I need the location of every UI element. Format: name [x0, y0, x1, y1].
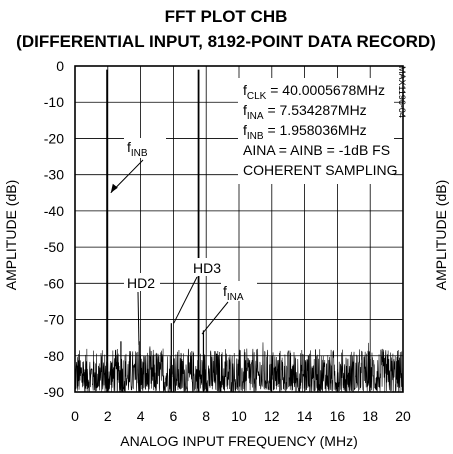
- parameter-line: COHERENT SAMPLING: [243, 162, 398, 178]
- hd2-label-bg: [124, 273, 160, 291]
- y-tick-label: -50: [44, 239, 64, 255]
- chart-title: FFT PLOT CHB: [165, 7, 288, 26]
- fina-label-bg: [221, 281, 257, 301]
- hd3-label-bg: [191, 258, 227, 276]
- x-tick-label: 14: [297, 408, 313, 424]
- hd3-arrow: [173, 276, 198, 324]
- y-tick-label: 0: [56, 58, 64, 74]
- fina-arrow: [201, 301, 229, 335]
- fina-label: fINA: [223, 283, 244, 303]
- y-tick-labels: 0 -10 -20 -30 -40 -50 -60 -70 -80 -90: [44, 58, 64, 400]
- x-tick-label: 0: [71, 408, 79, 424]
- y-tick-label: -80: [44, 348, 64, 364]
- figure-watermark: MAX1196-04: [397, 66, 407, 118]
- y-tick-label: -90: [44, 384, 64, 400]
- x-axis-label: ANALOG INPUT FREQUENCY (MHz): [120, 433, 358, 449]
- hd3-label: HD3: [193, 260, 221, 276]
- x-tick-label: 4: [137, 408, 145, 424]
- y-tick-label: -60: [44, 275, 64, 291]
- clipped-y-axis-label: AMPLITUDE (dB): [433, 180, 449, 290]
- x-tick-label: 8: [202, 408, 210, 424]
- parameter-line: fCLK = 40.0005678MHz: [243, 82, 385, 102]
- hd2-arrow: [137, 291, 140, 345]
- parameter-background: [238, 78, 394, 184]
- noise-floor-line: [74, 342, 404, 394]
- y-tick-label: -70: [44, 312, 64, 328]
- x-tick-label: 20: [395, 408, 411, 424]
- noise-floor-trace: [74, 342, 404, 394]
- x-tick-label: 16: [330, 408, 346, 424]
- y-tick-label: -30: [44, 167, 64, 183]
- x-tick-labels: 0 2 4 6 8 10 12 14 16 18 20: [71, 408, 411, 424]
- chart-subtitle: (DIFFERENTIAL INPUT, 8192-POINT DATA REC…: [16, 32, 436, 51]
- x-tick-label: 12: [264, 408, 280, 424]
- y-tick-label: -40: [44, 203, 64, 219]
- x-tick-label: 6: [170, 408, 178, 424]
- finb-arrowhead: [110, 183, 118, 193]
- plot-frame: [74, 65, 404, 393]
- spectral-tones: [106, 69, 205, 392]
- hd2-label: HD2: [127, 275, 155, 291]
- x-tick-label: 18: [362, 408, 378, 424]
- parameter-line: fINB = 1.958036MHz: [243, 122, 367, 142]
- x-tick-label: 2: [104, 408, 112, 424]
- x-tick-label: 10: [231, 408, 247, 424]
- y-axis-label: AMPLITUDE (dB): [3, 180, 19, 290]
- finb-label: fINB: [127, 139, 148, 159]
- y-tick-label: -20: [44, 130, 64, 146]
- y-tick-label: -10: [44, 94, 64, 110]
- finb-label-bg: [124, 138, 166, 158]
- parameter-line: AINA = AINB = -1dB FS: [243, 142, 390, 158]
- parameter-line: fINA = 7.534287MHz: [243, 102, 367, 122]
